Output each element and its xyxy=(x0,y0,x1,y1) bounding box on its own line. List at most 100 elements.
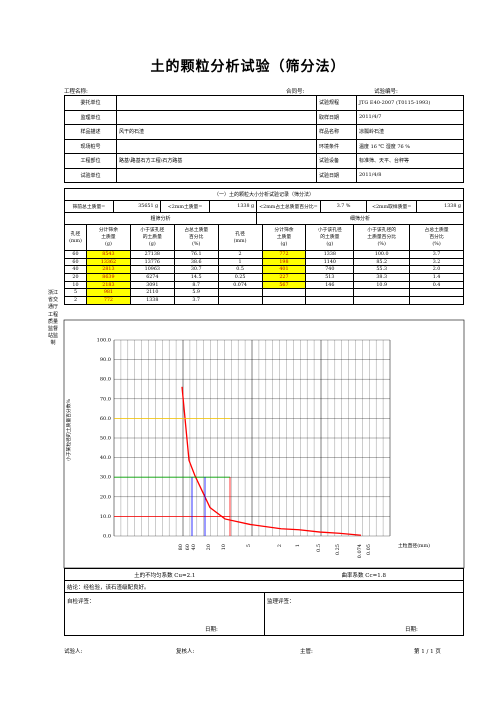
table-cell: 10.9 xyxy=(353,280,411,290)
cu-label: 土的不均匀系数 Cu= xyxy=(134,572,187,579)
table-cell: 60 xyxy=(64,257,87,267)
table-row: 60 13362 13776 38.6 1 198 1140 85.2 3.2 xyxy=(64,257,464,267)
table-cell: 146 xyxy=(305,280,355,290)
cc-label: 曲率系数 Cc= xyxy=(341,572,378,579)
table-cell: 2813 xyxy=(85,265,131,275)
table-cell: 60 xyxy=(64,250,87,259)
info-value xyxy=(116,138,317,154)
table-cell xyxy=(217,296,263,305)
side-watermark-text: 浙江省交通厅工程质量监督站监制 xyxy=(48,290,59,347)
info-label: 委托单位 xyxy=(64,95,117,111)
table-cell: 27138 xyxy=(129,250,175,259)
x-tick-label: 0.25 xyxy=(335,544,341,555)
table-cell xyxy=(409,288,464,298)
table-cell: 513 xyxy=(305,273,355,282)
info-label: 试验单位 xyxy=(64,167,117,183)
table-cell: 2110 xyxy=(129,288,175,298)
table-cell: 772 xyxy=(261,250,307,259)
info-label: 工程部位 xyxy=(64,153,117,169)
section-heading: （一）土的颗粒大小分析试验记录（筛分法） xyxy=(64,188,464,201)
y-tick-label: 50.0 xyxy=(100,436,111,442)
info-value: 温度 16 ℃ 湿度 76 % xyxy=(356,138,464,154)
y-tick-label: 90.0 xyxy=(100,357,111,363)
chart-frame xyxy=(63,319,465,569)
info-value: 凉瓢岭石渣 xyxy=(356,124,464,140)
table-cell xyxy=(305,288,355,298)
table-row: 40 2813 10963 30.7 0.5 401 740 55.3 2.0 xyxy=(64,265,464,275)
column-header: 分计筛余 土质量 (g) xyxy=(85,224,131,251)
column-header: 孔径 (mm) xyxy=(217,224,263,251)
table-cell: 8.7 xyxy=(173,280,219,290)
info-label: 试验规程 xyxy=(316,95,357,111)
table-row: 20 8639 6274 14.5 0.25 227 513 38.3 1.4 xyxy=(64,273,464,282)
x-tick-label: 80 xyxy=(178,544,184,550)
info-value xyxy=(116,167,317,183)
table-cell xyxy=(305,296,355,305)
table-cell: 227 xyxy=(261,273,307,282)
table-cell: 3.2 xyxy=(409,257,464,267)
x-tick-label: 0.074 xyxy=(357,544,363,558)
y-tick-label: 30.0 xyxy=(100,475,111,481)
table-cell: 55.3 xyxy=(353,265,411,275)
checker-label: 复核人: xyxy=(176,649,195,655)
column-header: 小于该孔径 的土质量 (g) xyxy=(305,224,355,251)
y-tick-label: 80.0 xyxy=(100,377,111,383)
table-cell: 38.3 xyxy=(353,273,411,282)
coarse-heading: 粗筛分析 xyxy=(63,212,258,225)
info-label: 试验设备 xyxy=(316,153,357,169)
table-cell: 8639 xyxy=(85,273,131,282)
sample-unit: g xyxy=(457,204,461,209)
sieve-table: 孔径 (mm) 分计筛余 土质量 (g) 小于该孔径 的土质量 (g) 占总土质量 百… xyxy=(64,224,464,305)
sample-label: <2mm取样质量= xyxy=(366,200,417,213)
table-cell: 13362 xyxy=(85,257,131,267)
table-cell: 567 xyxy=(261,280,307,290)
small-value: 1338 xyxy=(237,204,250,209)
info-label: 环境条件 xyxy=(316,138,357,154)
cu-value: 2.1 xyxy=(186,572,196,579)
table-cell: 981 xyxy=(85,288,131,298)
table-cell: 1338 xyxy=(129,296,175,305)
table-cell: 2 xyxy=(217,250,263,259)
y-tick-label: 40.0 xyxy=(100,455,111,461)
table-cell: 0.4 xyxy=(409,280,464,290)
conclusion-text: 结论：经检验，该石渣级配良好。 xyxy=(64,580,464,593)
table-cell: 1.4 xyxy=(409,273,464,282)
info-row: 委托单位 试验规程 JTG E40-2007 (T0115-1993) xyxy=(64,95,464,111)
self-review-label: 自检评签： xyxy=(67,599,95,605)
page-number: 第 1 / 1 页 xyxy=(414,649,441,655)
info-value xyxy=(116,109,317,125)
table-cell: 10963 xyxy=(129,265,175,275)
info-value: JTG E40-2007 (T0115-1993) xyxy=(356,95,464,111)
table-cell: 13776 xyxy=(129,257,175,267)
info-row: 样品描述 风干的石渣 样品名称 凉瓢岭石渣 xyxy=(64,124,464,140)
total-value: 35651 xyxy=(138,204,154,209)
column-header: 分计筛余 土质量 (g) xyxy=(261,224,307,251)
contract-label: 合同号: xyxy=(286,89,305,95)
info-row: 现场桩号 环境条件 温度 16 ℃ 湿度 76 % xyxy=(64,138,464,154)
table-cell: 30.7 xyxy=(173,265,219,275)
column-header: 小于该孔径的 土质量百分比 (%) xyxy=(353,224,411,251)
info-value: 标准筛、天平、台秤等 xyxy=(356,153,464,169)
y-tick-label: 20.0 xyxy=(100,494,111,500)
table-cell: 10 xyxy=(64,280,87,290)
column-header: 小于该孔径 的土质量 (g) xyxy=(129,224,175,251)
small-label: <2mm土质量= xyxy=(160,200,211,213)
serial-label: 试验编号: xyxy=(374,89,398,95)
y-axis-label: 小于某粒径的土质量百分数% xyxy=(65,398,72,461)
info-label: 现场桩号 xyxy=(64,138,117,154)
table-cell xyxy=(217,288,263,298)
table-cell: 2.0 xyxy=(409,265,464,275)
table-cell xyxy=(353,288,411,298)
table-cell: 1338 xyxy=(305,250,355,259)
cc-value: 1.8 xyxy=(377,572,386,579)
y-tick-label: 70.0 xyxy=(100,396,111,402)
total-label: 筛前总土质量= xyxy=(64,200,114,213)
x-tick-label: 20 xyxy=(206,544,212,550)
column-header: 占总土质量 百分比 (%) xyxy=(173,224,219,251)
table-cell xyxy=(261,288,307,298)
table-cell: 2 xyxy=(64,296,87,305)
x-tick-label: 2 xyxy=(277,544,283,547)
grading-curve-line xyxy=(181,386,362,536)
table-cell: 5.9 xyxy=(173,288,219,298)
info-label: 取样日期 xyxy=(316,109,357,125)
